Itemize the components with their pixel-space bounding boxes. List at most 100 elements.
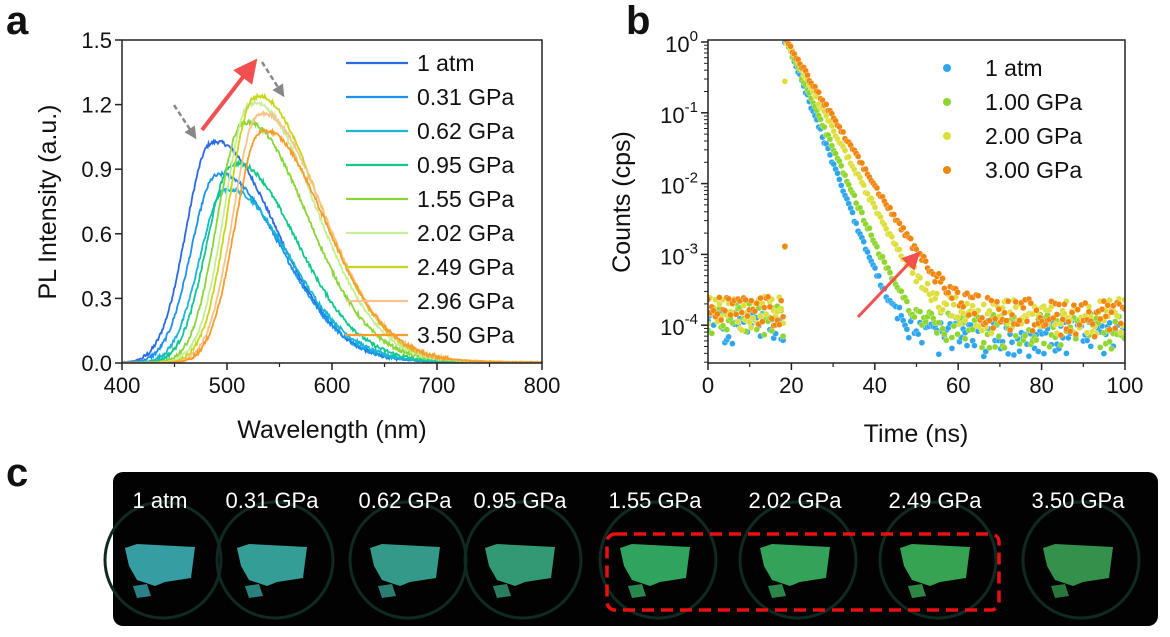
- data-point: [1025, 353, 1033, 360]
- data-point: [860, 238, 867, 245]
- data-point: [866, 225, 873, 232]
- data-point: [714, 310, 721, 318]
- data-point: [986, 317, 993, 324]
- tick-base: 10: [660, 103, 684, 128]
- photo-pressure-label: 2.49 GPa: [889, 488, 983, 513]
- data-point: [956, 321, 963, 328]
- data-point: [1055, 301, 1063, 308]
- photo-pressure-label: 0.62 GPa: [359, 488, 453, 513]
- data-point: [1008, 339, 1016, 346]
- data-point: [742, 296, 749, 304]
- data-point: [1035, 348, 1042, 355]
- crystal-sample: [370, 544, 440, 586]
- tick-base: 10: [660, 174, 684, 199]
- data-point: [900, 224, 907, 232]
- crystal-sample: [125, 544, 195, 586]
- data-point: [1083, 329, 1091, 336]
- data-point: [716, 300, 723, 308]
- data-point: [778, 297, 785, 304]
- photo-frame-1: 0.31 GPa: [215, 488, 335, 620]
- y-tick-label-b: 10-3: [660, 240, 698, 269]
- data-point: [1113, 312, 1121, 319]
- data-point: [922, 286, 929, 294]
- decay-series-2: [708, 40, 1125, 337]
- data-point: [918, 339, 926, 346]
- data-point: [1089, 320, 1096, 328]
- data-point: [1005, 350, 1012, 358]
- legend-a: 1 atm 0.31 GPa 0.62 GPa 0.95 GPa 1.55 GPa 2.0…: [346, 50, 514, 348]
- data-point: [988, 297, 995, 304]
- diamond-anvil-ring: [878, 500, 998, 620]
- x-tick-label-b: 0: [702, 373, 714, 398]
- x-tick-label-a: 800: [524, 373, 561, 398]
- x-tick-label-a: 400: [104, 373, 141, 398]
- data-point: [896, 220, 903, 227]
- crystal-sample: [485, 544, 555, 586]
- data-point: [717, 316, 725, 324]
- legend-label-a: 0.31 GPa: [417, 84, 514, 110]
- tick-exponent: -2: [685, 170, 698, 187]
- data-point: [924, 280, 931, 287]
- data-point: [749, 314, 757, 322]
- data-point: [787, 43, 794, 50]
- data-point: [1098, 306, 1106, 313]
- data-point: [860, 181, 867, 189]
- data-point: [834, 170, 841, 177]
- data-point: [881, 258, 888, 266]
- data-point: [1008, 311, 1016, 319]
- data-point: [943, 301, 950, 308]
- x-axis-label-b: Time (ns): [864, 420, 969, 448]
- diamond-anvil-ring: [463, 500, 583, 620]
- data-point: [1106, 338, 1113, 345]
- data-point: [751, 308, 759, 315]
- dashed-arrow-icon: [172, 104, 197, 140]
- data-point: [1020, 304, 1027, 312]
- legend-marker-b: [943, 64, 951, 72]
- photo-frame-2: 0.62 GPa: [348, 488, 468, 620]
- panel-label-c: c: [6, 451, 28, 495]
- data-point: [939, 325, 946, 332]
- data-point: [933, 329, 941, 337]
- data-point: [986, 307, 993, 315]
- tick-base: 10: [660, 315, 684, 340]
- x-tick-label-b: 20: [779, 373, 803, 398]
- data-point: [886, 204, 894, 211]
- data-point: [990, 324, 997, 332]
- data-point: [1102, 313, 1109, 320]
- data-point: [954, 289, 961, 296]
- dashed-arrow-icon: [260, 61, 285, 98]
- data-point: [978, 327, 986, 334]
- data-point: [963, 290, 971, 297]
- data-point: [1117, 329, 1124, 336]
- data-point: [1010, 351, 1018, 359]
- data-point: [764, 293, 772, 300]
- x-tick-label-b: 60: [946, 373, 970, 398]
- data-point: [821, 123, 828, 131]
- data-point: [753, 326, 760, 333]
- data-point: [1029, 327, 1036, 335]
- legend-marker-b: [943, 166, 951, 174]
- data-point: [1097, 344, 1104, 351]
- y-tick-label-b: 100: [665, 28, 698, 57]
- tick-exponent: 0: [690, 28, 698, 45]
- data-point: [721, 307, 729, 314]
- data-point: [903, 326, 911, 333]
- data-point: [922, 258, 929, 265]
- y-axis-label-b: Counts (cps): [608, 131, 636, 273]
- photo-pressure-label: 0.31 GPa: [226, 488, 320, 513]
- highlight-box: [605, 532, 1001, 612]
- data-point: [864, 248, 871, 256]
- data-point: [858, 209, 866, 216]
- diamond-anvil-ring: [738, 500, 858, 620]
- crystal-fragment: [245, 584, 263, 598]
- data-point: [828, 122, 835, 129]
- spectra-lines: [122, 92, 542, 363]
- data-point: [1072, 330, 1079, 338]
- legend-label-a: 0.62 GPa: [417, 118, 514, 144]
- decay-series-3: [708, 40, 1125, 340]
- data-point: [933, 290, 941, 297]
- y-axis-label-a: PL Intensity (a.u.): [34, 105, 62, 300]
- data-point: [945, 289, 952, 296]
